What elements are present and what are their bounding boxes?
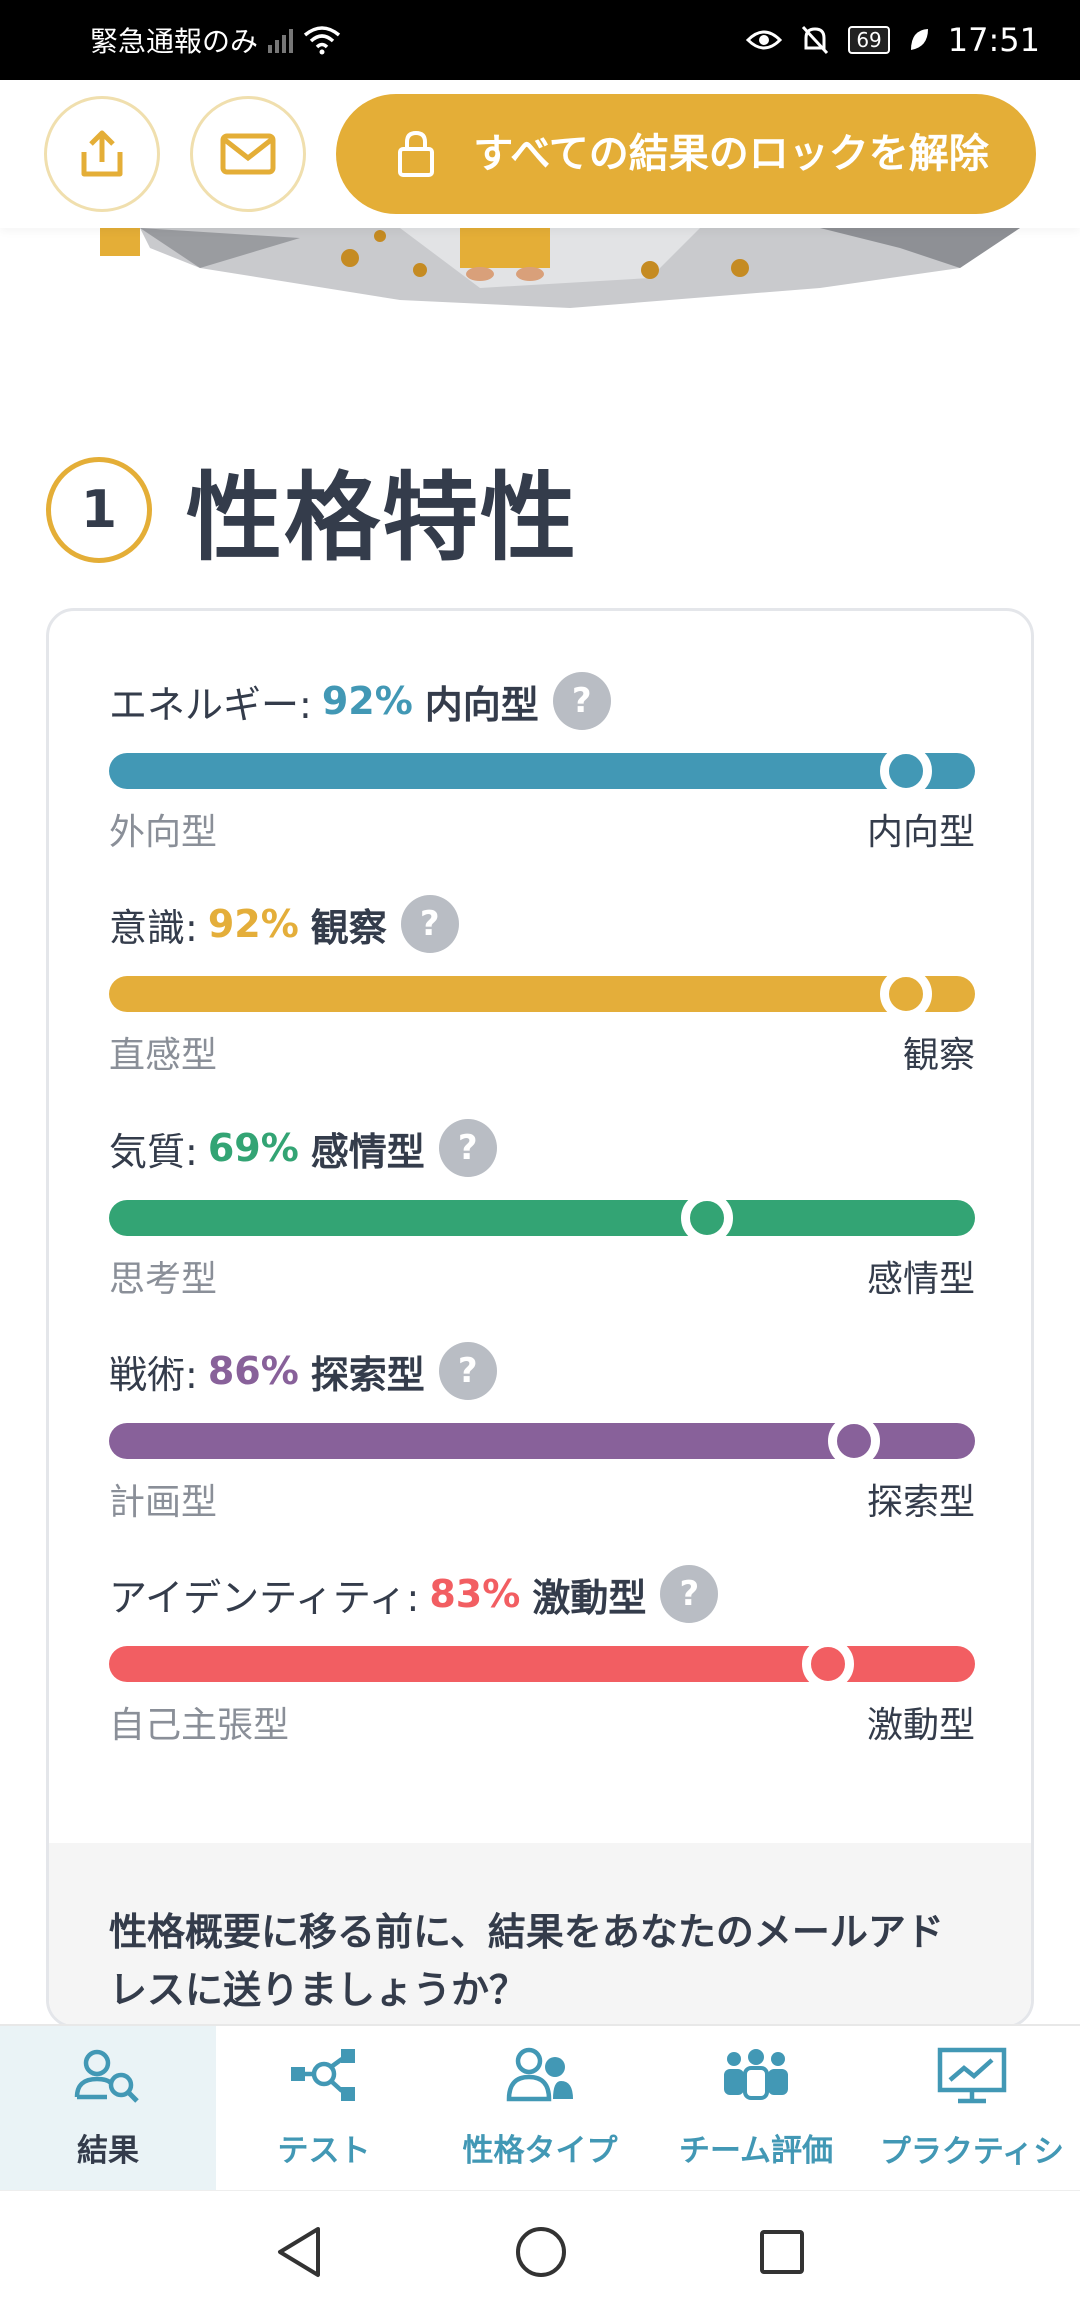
unlock-label: すべての結果のロックを解除 xyxy=(473,131,989,177)
help-icon[interactable]: ? xyxy=(438,1342,497,1400)
trait-percent: 69% xyxy=(207,1126,299,1170)
action-bar: すべての結果のロックを解除 xyxy=(0,80,1080,228)
help-icon[interactable]: ? xyxy=(438,1119,497,1177)
trait-knob xyxy=(879,968,932,1020)
trait-left-label: 思考型 xyxy=(109,1259,218,1300)
section-number: 1 xyxy=(46,456,152,563)
nav-item-presentation[interactable]: プラクティシ xyxy=(864,2026,1080,2190)
trait-result: 内向型 xyxy=(424,682,539,727)
trait-label: エネルギー: 92% 内向型 ? xyxy=(109,671,975,731)
trait-bar xyxy=(109,1192,975,1244)
email-button[interactable] xyxy=(190,96,306,212)
network-icon xyxy=(287,2047,361,2111)
trait-ends: 自己主張型 激動型 xyxy=(109,1696,975,1748)
signal-icon xyxy=(268,27,294,53)
nav-item-team[interactable]: チーム評価 xyxy=(648,2026,864,2190)
trait-label: 戦術: 86% 探索型 ? xyxy=(109,1341,975,1401)
trait-row: アイデンティティ: 83% 激動型 ? 自己主張型 激動型 xyxy=(109,1564,975,1748)
back-icon[interactable] xyxy=(274,2225,324,2279)
trait-result: 感情型 xyxy=(310,1129,425,1174)
section-title: 性格特性 xyxy=(186,462,578,574)
nav-item-person-search[interactable]: 結果 xyxy=(0,2026,216,2190)
trait-name: 気質: xyxy=(109,1129,198,1174)
trait-knob xyxy=(801,1638,854,1690)
wifi-icon xyxy=(303,26,341,55)
nav-label: プラクティシ xyxy=(879,2133,1065,2170)
trait-ends: 計画型 探索型 xyxy=(109,1473,975,1525)
trait-percent: 86% xyxy=(207,1349,299,1393)
mail-icon xyxy=(220,133,276,175)
nav-label: テスト xyxy=(277,2132,371,2169)
share-button[interactable] xyxy=(44,96,160,212)
trait-right-label: 感情型 xyxy=(866,1259,975,1300)
trait-row: 戦術: 86% 探索型 ? 計画型 探索型 xyxy=(109,1341,975,1525)
trait-name: 意識: xyxy=(109,905,198,950)
nav-item-people[interactable]: 性格タイプ xyxy=(432,2026,648,2190)
leaf-icon xyxy=(910,29,928,50)
bottom-navigation: 結果 テスト 性格タイプ チーム評価 プラクティシ xyxy=(0,2024,1080,2190)
trait-result: 観察 xyxy=(310,905,387,950)
trait-ends: 直感型 観察 xyxy=(109,1026,975,1078)
personality-traits-card: エネルギー: 92% 内向型 ? 外向型 内向型 意識: 92% 観察 ? 直感… xyxy=(46,608,1034,2028)
trait-knob xyxy=(680,1192,733,1244)
nav-label: チーム評価 xyxy=(678,2132,834,2169)
people-icon xyxy=(503,2047,577,2111)
nav-item-network[interactable]: テスト xyxy=(216,2026,432,2190)
trait-left-label: 計画型 xyxy=(109,1482,218,1523)
nav-label: 性格タイプ xyxy=(462,2132,618,2169)
email-prompt: 性格概要に移る前に、結果をあなたのメールアドレスに送りましょうか？ xyxy=(49,1843,1031,2025)
trait-bar xyxy=(109,1638,975,1690)
trait-knob xyxy=(879,745,932,797)
bell-off-icon xyxy=(802,25,829,55)
trait-bar xyxy=(109,1415,975,1467)
trait-row: 気質: 69% 感情型 ? 思考型 感情型 xyxy=(109,1118,975,1302)
trait-right-label: 激動型 xyxy=(866,1705,975,1746)
hero-illustration xyxy=(0,228,1080,318)
trait-knob xyxy=(827,1415,880,1467)
help-icon[interactable]: ? xyxy=(660,1565,719,1623)
trait-left-label: 外向型 xyxy=(109,812,218,853)
trait-result: 探索型 xyxy=(310,1352,425,1397)
email-prompt-text: 性格概要に移る前に、結果をあなたのメールアドレスに送りましょうか？ xyxy=(109,1910,944,2012)
trait-label: アイデンティティ: 83% 激動型 ? xyxy=(109,1564,975,1624)
person-search-icon xyxy=(73,2047,143,2111)
trait-label: 気質: 69% 感情型 ? xyxy=(109,1118,975,1178)
trait-ends: 外向型 内向型 xyxy=(109,803,975,855)
trait-result: 激動型 xyxy=(532,1575,647,1620)
trait-ends: 思考型 感情型 xyxy=(109,1250,975,1302)
trait-right-label: 内向型 xyxy=(866,812,975,853)
trait-row: エネルギー: 92% 内向型 ? 外向型 内向型 xyxy=(109,671,975,855)
battery-indicator: 69 xyxy=(848,26,890,54)
trait-name: アイデンティティ: xyxy=(109,1575,420,1620)
help-icon[interactable]: ? xyxy=(552,672,611,730)
trait-bar xyxy=(109,968,975,1020)
trait-name: エネルギー: xyxy=(109,682,312,727)
trait-percent: 83% xyxy=(429,1572,521,1616)
trait-label: 意識: 92% 観察 ? xyxy=(109,894,975,954)
lock-icon xyxy=(398,130,434,177)
trait-percent: 92% xyxy=(207,902,299,946)
team-icon xyxy=(718,2047,794,2111)
trait-percent: 92% xyxy=(321,679,413,723)
unlock-all-results-button[interactable]: すべての結果のロックを解除 xyxy=(336,94,1036,214)
trait-name: 戦術: xyxy=(109,1352,198,1397)
trait-right-label: 探索型 xyxy=(866,1482,975,1523)
home-icon[interactable] xyxy=(514,2225,568,2279)
help-icon[interactable]: ? xyxy=(400,895,459,953)
status-time: 17:51 xyxy=(947,21,1040,59)
status-emergency-text: 緊急通報のみ xyxy=(90,25,259,58)
presentation-icon xyxy=(934,2046,1010,2112)
trait-left-label: 直感型 xyxy=(109,1035,218,1076)
system-navigation xyxy=(0,2190,1080,2312)
recents-icon[interactable] xyxy=(758,2228,806,2276)
status-bar: 緊急通報のみ 69 17:51 xyxy=(0,0,1080,80)
trait-row: 意識: 92% 観察 ? 直感型 観察 xyxy=(109,894,975,1078)
trait-bar xyxy=(109,745,975,797)
section-heading: 1 性格特性 xyxy=(46,440,578,579)
nav-label: 結果 xyxy=(77,2132,139,2169)
trait-right-label: 観察 xyxy=(902,1035,975,1076)
trait-left-label: 自己主張型 xyxy=(109,1705,290,1746)
eye-icon xyxy=(746,30,783,50)
share-icon xyxy=(81,130,123,177)
